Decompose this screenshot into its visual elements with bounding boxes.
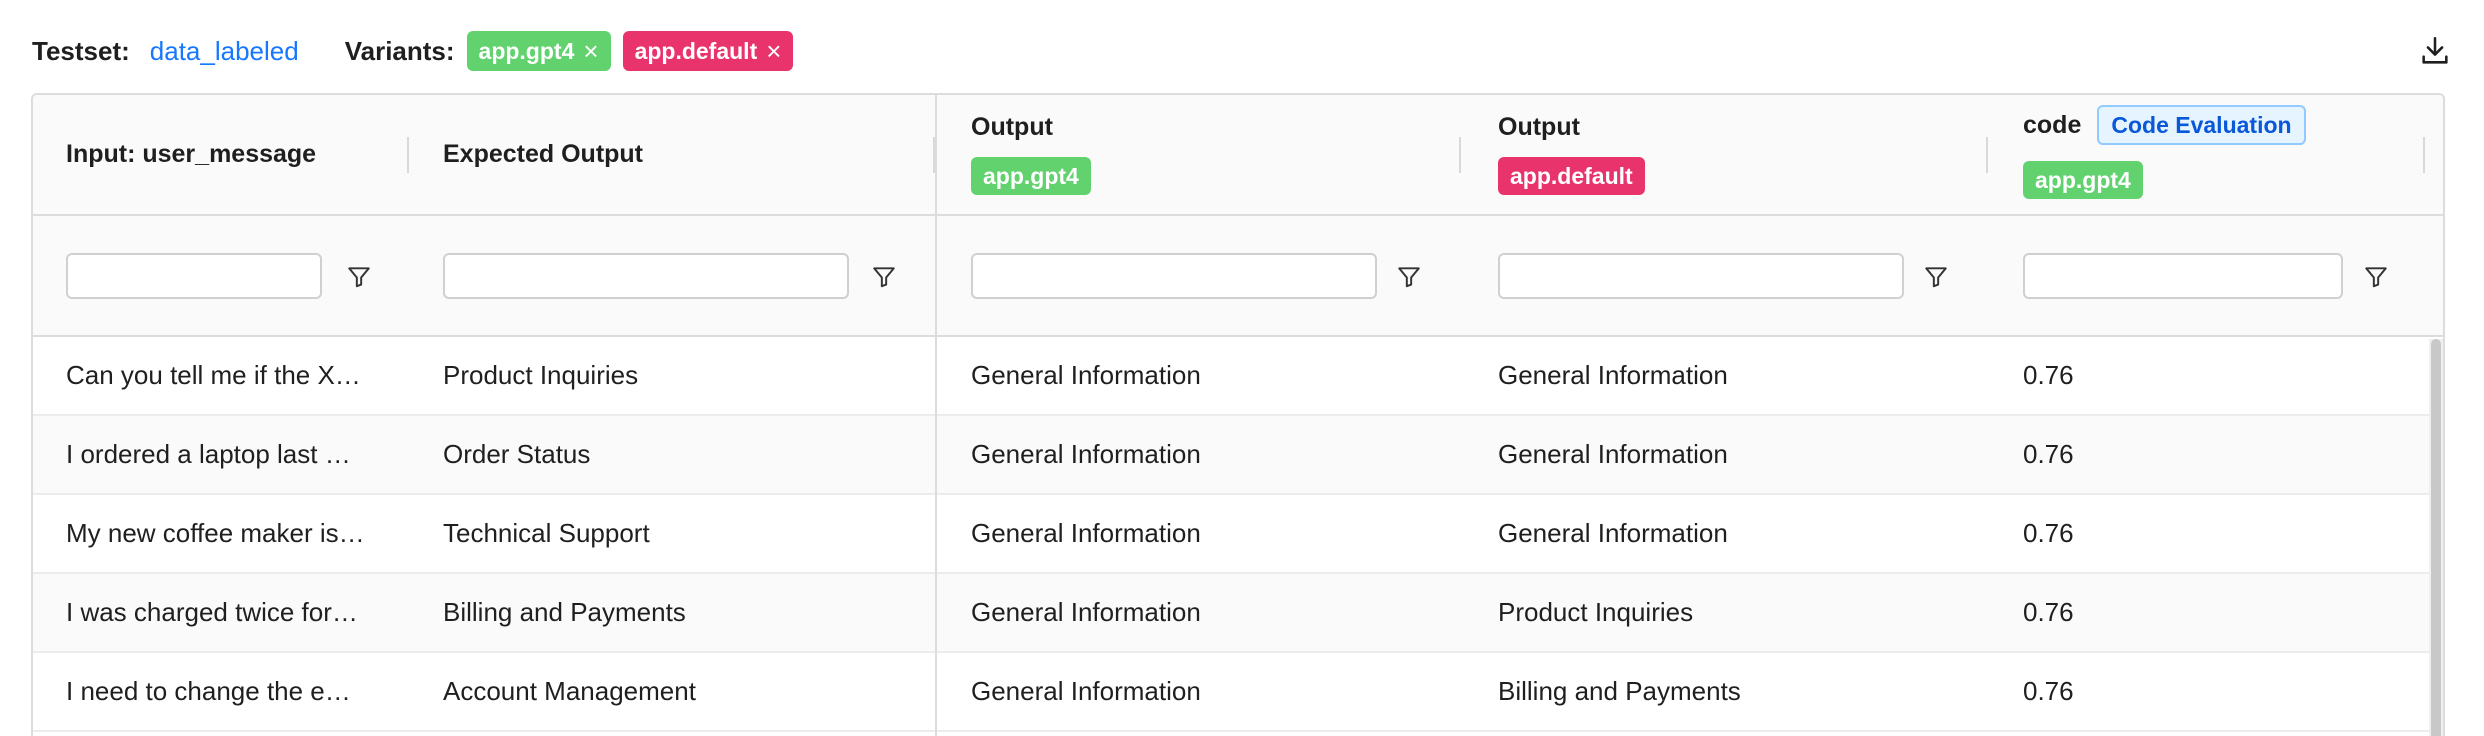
close-icon[interactable]: × [583,36,599,66]
column-resizer[interactable] [933,137,935,173]
variants-label: Variants: [344,35,455,66]
cell-input: Can you tell me if the X… [66,360,361,390]
variant-badge-gpt4: app.gpt4 [2023,161,2143,199]
table-row[interactable]: Can you tell me if the X… Product Inquir… [33,337,2443,416]
cell-code: 0.76 [2023,518,2074,548]
cell-output-default: General Information [1498,439,1728,469]
cell-input: I ordered a laptop last … [66,439,351,469]
code-evaluation-badge: Code Evaluation [2097,105,2306,145]
filter-input-output-default[interactable] [1498,253,1904,299]
variant-tag-gpt4: app.gpt4 × [466,31,611,71]
table-row[interactable]: I need to change the e… Account Manageme… [33,653,2443,732]
filter-input-output-gpt4[interactable] [971,253,1377,299]
column-header-output-default[interactable]: Output [1498,113,1580,141]
cell-input: My new coffee maker is… [66,518,365,548]
table-header: Input: user_message Expected Output Outp… [33,95,2443,216]
cell-output-gpt4: General Information [971,676,1201,706]
cell-code: 0.76 [2023,676,2074,706]
cell-expected: Account Management [443,676,696,706]
column-header-code-title: code [2023,110,2082,139]
comparison-table: Input: user_message Expected Output Outp… [31,93,2445,736]
filter-icon[interactable] [871,264,897,290]
download-icon[interactable] [2418,34,2452,68]
column-resizer[interactable] [1459,137,1461,173]
table-row[interactable]: I ordered a laptop last … Order Status G… [33,416,2443,495]
cell-output-gpt4: General Information [971,518,1201,548]
testset-link[interactable]: data_labeled [149,35,299,66]
column-header-output-gpt4[interactable]: Output [971,113,1053,141]
cell-code: 0.76 [2023,439,2074,469]
column-header-input[interactable]: Input: user_message [66,140,317,168]
cell-output-gpt4: General Information [971,360,1201,390]
column-header-expected[interactable]: Expected Output [443,140,644,168]
cell-output-gpt4: General Information [971,597,1201,627]
cell-output-gpt4: General Information [971,439,1201,469]
testset-label: Testset: [32,35,130,66]
variant-badge-gpt4: app.gpt4 [971,157,1091,195]
cell-expected: Billing and Payments [443,597,686,627]
filter-input-input[interactable] [66,253,322,299]
cell-output-default: General Information [1498,518,1728,548]
close-icon[interactable]: × [766,36,782,66]
cell-output-default: Billing and Payments [1498,676,1741,706]
scrollbar-thumb[interactable] [2431,339,2441,736]
column-resizer[interactable] [2423,137,2425,173]
filter-input-code[interactable] [2023,253,2343,299]
variant-tag-label: app.default [634,37,758,64]
cell-expected: Order Status [443,439,591,469]
group-divider [935,216,937,335]
filter-row [33,216,2443,337]
table-row[interactable]: I was charged twice for… Billing and Pay… [33,574,2443,653]
column-resizer[interactable] [1986,137,1988,173]
cell-expected: Technical Support [443,518,650,548]
table-row[interactable]: My new coffee maker is… Technical Suppor… [33,495,2443,574]
toolbar: Testset: data_labeled Variants: app.gpt4… [32,28,2452,74]
filter-input-expected[interactable] [443,253,849,299]
variant-badge-default: app.default [1498,157,1645,195]
cell-input: I was charged twice for… [66,597,358,627]
filter-icon[interactable] [2363,264,2389,290]
cell-input: I need to change the e… [66,676,351,706]
group-divider [935,95,937,214]
cell-expected: Product Inquiries [443,360,639,390]
variant-tag-label: app.gpt4 [478,37,575,64]
cell-output-default: Product Inquiries [1498,597,1694,627]
variant-tag-default: app.default × [622,31,794,71]
cell-code: 0.76 [2023,597,2074,627]
filter-icon[interactable] [346,264,372,290]
column-header-code[interactable]: code Code Evaluation [2023,105,2306,145]
cell-output-default: General Information [1498,360,1728,390]
filter-icon[interactable] [1923,264,1949,290]
column-resizer[interactable] [407,137,409,173]
cell-code: 0.76 [2023,360,2074,390]
group-divider [935,337,937,736]
filter-icon[interactable] [1396,264,1422,290]
